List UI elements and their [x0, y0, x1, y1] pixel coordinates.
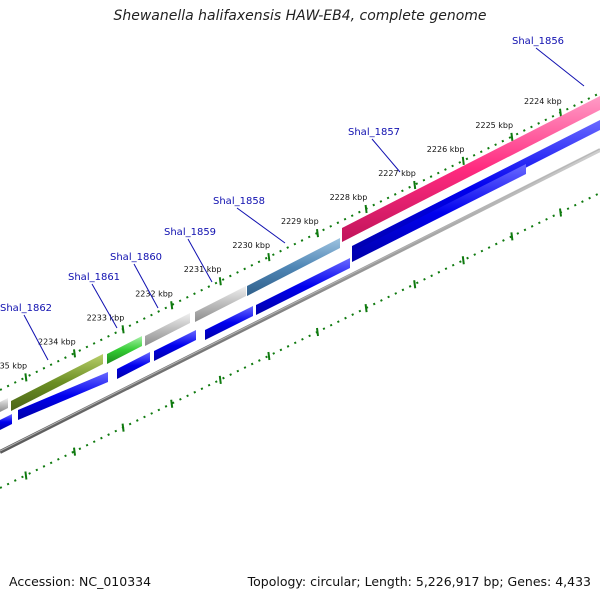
tick-label: 2232 kbp	[135, 289, 173, 298]
gene-bar-shal-1856[interactable]	[342, 96, 600, 242]
gene-leader-line	[236, 207, 286, 244]
major-tick	[170, 301, 174, 310]
tick-label: 2226 kbp	[427, 145, 465, 154]
tick-ruler-inner	[0, 192, 600, 489]
tick-label: 2235 kbp	[0, 361, 27, 370]
gene-label[interactable]: Shal_1861	[68, 272, 120, 283]
tick-label: 2229 kbp	[281, 217, 319, 226]
cds-arrow[interactable]	[154, 330, 196, 361]
tick-label: 2225 kbp	[475, 121, 513, 130]
major-tick	[413, 280, 417, 289]
gene-leaders: Shal_1856 Shal_1857 Shal_1858 Shal_1859 Shal…	[0, 36, 585, 361]
major-tick	[510, 232, 514, 241]
gene-label[interactable]: Shal_1858	[213, 196, 265, 207]
gene-bar-shal-1859[interactable]	[195, 286, 246, 322]
major-tick	[121, 325, 125, 334]
cds-arrow[interactable]	[117, 352, 150, 379]
tick-label: 2228 kbp	[330, 193, 368, 202]
major-tick	[121, 423, 125, 432]
tick-label: 2234 kbp	[38, 337, 76, 346]
gene-leader-line	[91, 283, 118, 329]
gene-leader-line	[23, 314, 49, 361]
map-title: Shewanella halifaxensis HAW-EB4, complet…	[113, 8, 487, 24]
major-tick	[364, 304, 368, 313]
tick-label: 2231 kbp	[184, 265, 222, 274]
gene-leader-line	[371, 138, 401, 173]
tick-label: 2233 kbp	[87, 313, 125, 322]
cds-arrows	[0, 120, 600, 430]
major-tick	[559, 208, 562, 217]
gene-leader-line	[187, 238, 213, 283]
gene-label[interactable]: Shal_1860	[110, 252, 162, 263]
tick-ruler-outer	[0, 92, 600, 391]
major-tick	[218, 277, 222, 286]
major-tick	[510, 132, 514, 141]
cds-arrow[interactable]	[205, 306, 253, 340]
major-tick	[170, 399, 174, 408]
cds-arrow[interactable]	[18, 372, 108, 420]
major-tick	[461, 156, 465, 166]
major-tick	[364, 204, 368, 214]
cds-arrow[interactable]	[352, 164, 526, 262]
major-tick	[267, 351, 271, 361]
major-tick	[316, 327, 319, 337]
tick-label: 2227 kbp	[378, 169, 416, 178]
gene-bar-shal-1861[interactable]	[107, 336, 142, 364]
gene-leader-line	[535, 47, 585, 87]
gene-bar-edge	[0, 398, 8, 412]
major-tick	[24, 373, 28, 382]
gene-label[interactable]: Shal_1857	[348, 127, 400, 138]
accession-label: Accession: NC_010334	[9, 574, 152, 589]
gene-label[interactable]: Shal_1859	[164, 227, 216, 238]
genome-summary: Topology: circular; Length: 5,226,917 bp…	[247, 574, 591, 589]
cds-arrow[interactable]	[256, 258, 350, 315]
gene-leader-line	[133, 263, 159, 309]
major-tick	[559, 108, 562, 117]
gene-bar-shal-1860[interactable]	[145, 313, 190, 346]
gene-bar-shal-1858[interactable]	[247, 238, 340, 296]
major-tick	[461, 256, 465, 265]
major-tick	[24, 471, 28, 480]
major-tick	[73, 447, 76, 456]
gene-label[interactable]: Shal_1862	[0, 303, 52, 314]
gene-bars	[0, 96, 600, 412]
major-tick	[316, 228, 319, 238]
major-tick	[413, 180, 417, 190]
gene-bar-shal-1862[interactable]	[11, 354, 103, 411]
tick-label: 2230 kbp	[232, 241, 270, 250]
tick-label: 2224 kbp	[524, 97, 562, 106]
major-ticks	[24, 108, 562, 480]
genome-backbone	[0, 148, 600, 454]
tick-labels: 2224 kbp 2225 kbp 2226 kbp 2227 kbp 2228 kbp…	[0, 97, 562, 371]
major-tick	[73, 349, 76, 358]
cds-arrow[interactable]	[0, 414, 12, 430]
gene-label[interactable]: Shal_1856	[512, 36, 564, 47]
major-tick	[267, 253, 271, 262]
backbone-highlight	[0, 148, 600, 452]
major-tick	[218, 375, 222, 384]
